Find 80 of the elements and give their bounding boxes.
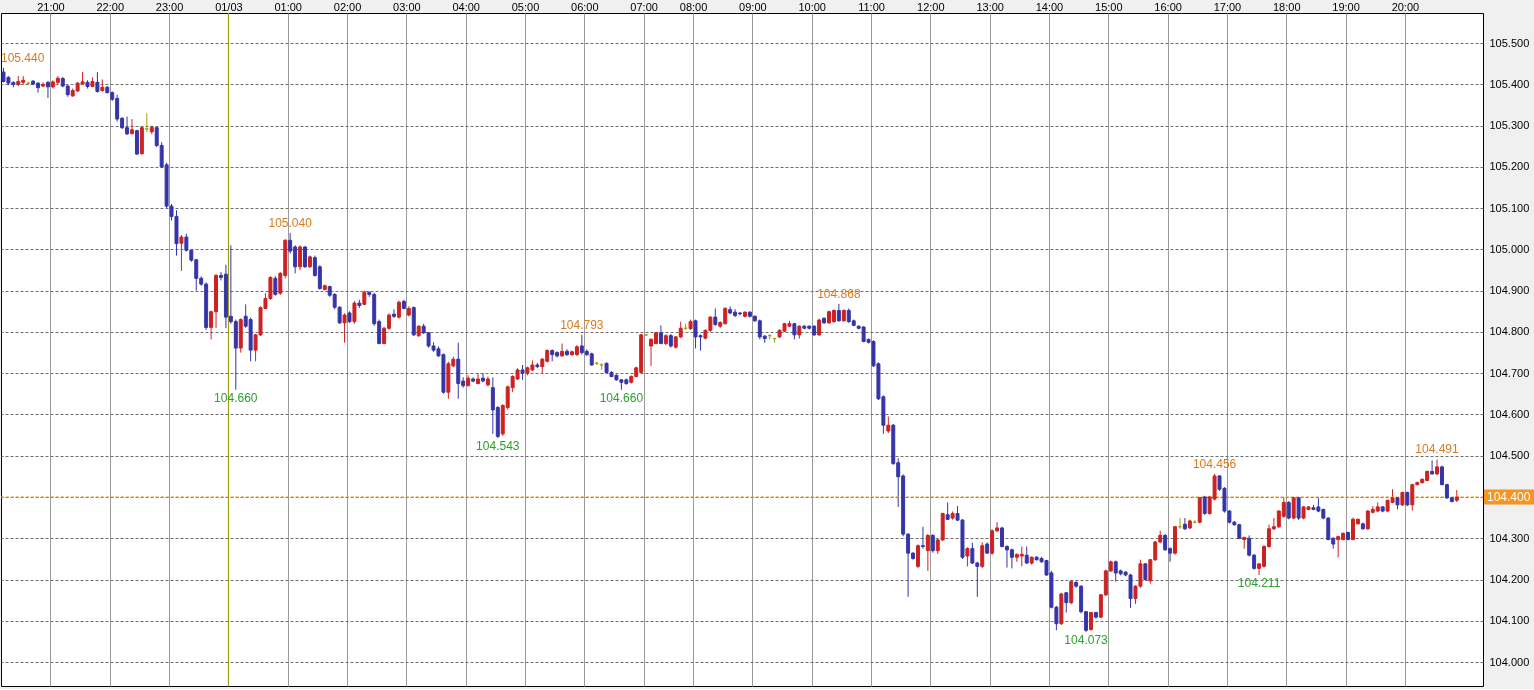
text: 105.440 (1, 50, 45, 65)
x-tick-label: 08:00 (679, 0, 708, 13)
x-tick-label: 04:00 (452, 0, 480, 13)
y-tick-label: 104.600 (1489, 407, 1530, 420)
candlestick (1430, 459, 1435, 476)
candlestick (144, 112, 149, 133)
candlestick (396, 300, 401, 320)
candlestick (1069, 579, 1074, 605)
x-tick-label: 07:00 (630, 0, 658, 13)
candlestick (925, 533, 930, 572)
y-tick-label: 104.000 (1489, 655, 1530, 668)
x-tick-label: 09:00 (739, 0, 767, 13)
y-tick-label: 104.200 (1489, 573, 1530, 586)
x-tick-label: 16:00 (1154, 0, 1182, 13)
y-tick-label: 104.300 (1489, 531, 1530, 544)
x-tick-label: 01:00 (274, 0, 302, 13)
candlestick (352, 300, 357, 325)
candlestick (130, 118, 134, 136)
x-tick-label: 11:00 (858, 0, 885, 13)
x-tick-label: 17:00 (1213, 0, 1242, 13)
y-tick-label: 105.100 (1489, 201, 1530, 214)
x-tick-label: 02:00 (333, 0, 362, 13)
text: 104.456 (1192, 456, 1237, 471)
candlestick (965, 546, 970, 567)
x-tick-label: 12:00 (917, 0, 945, 13)
x-tick-label: 19:00 (1332, 0, 1360, 13)
ref-line-label: 104.400 (1487, 490, 1531, 505)
y-tick-label: 104.700 (1489, 366, 1530, 379)
candlestick (990, 528, 995, 556)
x-tick-label: 13:00 (976, 0, 1004, 13)
candlestick (920, 526, 925, 550)
candlestick (179, 234, 184, 272)
candlestick (970, 542, 975, 565)
candlestick (303, 245, 307, 269)
text: 104.543 (476, 439, 520, 454)
candlestick (298, 244, 303, 271)
y-tick-label: 105.300 (1489, 119, 1530, 132)
text: 104.660 (599, 390, 644, 405)
text: 105.040 (268, 215, 312, 230)
candlestick (1296, 496, 1301, 521)
candlestick (916, 543, 920, 569)
candlestick (392, 308, 396, 319)
x-tick-label: 20:00 (1391, 0, 1420, 13)
y-tick-label: 105.000 (1489, 242, 1530, 255)
candlestick (273, 275, 278, 297)
x-tick-label: 03:00 (393, 0, 421, 13)
candlestick (476, 372, 481, 385)
candlestick (480, 372, 485, 383)
text: 104.211 (1237, 576, 1281, 590)
x-tick-label: 05:00 (511, 0, 540, 13)
candlestick (980, 541, 985, 569)
text: 104.491 (1415, 442, 1459, 457)
x-tick-label: 10:00 (798, 0, 826, 13)
candlestick (930, 533, 935, 554)
y-tick-label: 105.200 (1489, 160, 1530, 173)
y-tick-label: 105.400 (1489, 77, 1530, 90)
text: 104.073 (1064, 632, 1108, 647)
x-tick-label: 18:00 (1272, 0, 1301, 13)
x-tick-label: 21:00 (37, 0, 65, 13)
candlestick (560, 343, 565, 358)
text: 104.868 (817, 286, 861, 301)
y-tick-label: 104.800 (1489, 325, 1530, 338)
x-tick-label: 06:00 (571, 0, 599, 13)
candlestick (134, 129, 139, 156)
candlestick (45, 80, 50, 99)
x-tick-label: 15:00 (1095, 0, 1123, 13)
y-tick-label: 104.100 (1489, 614, 1530, 627)
candlestick (342, 312, 347, 344)
x-tick-label: 23:00 (155, 0, 184, 13)
x-tick-label: 01/03 (215, 0, 243, 13)
y-tick-label: 105.500 (1489, 36, 1530, 49)
x-tick-label: 22:00 (96, 0, 125, 13)
x-tick-label: 14:00 (1035, 0, 1064, 13)
y-tick-label: 104.900 (1489, 284, 1530, 297)
y-tick-label: 104.500 (1489, 449, 1530, 462)
candlestick (1410, 483, 1415, 512)
candlestick (1182, 517, 1187, 531)
candlestick (95, 71, 100, 94)
candlestick (1019, 546, 1024, 567)
text: 104.793 (560, 317, 604, 332)
